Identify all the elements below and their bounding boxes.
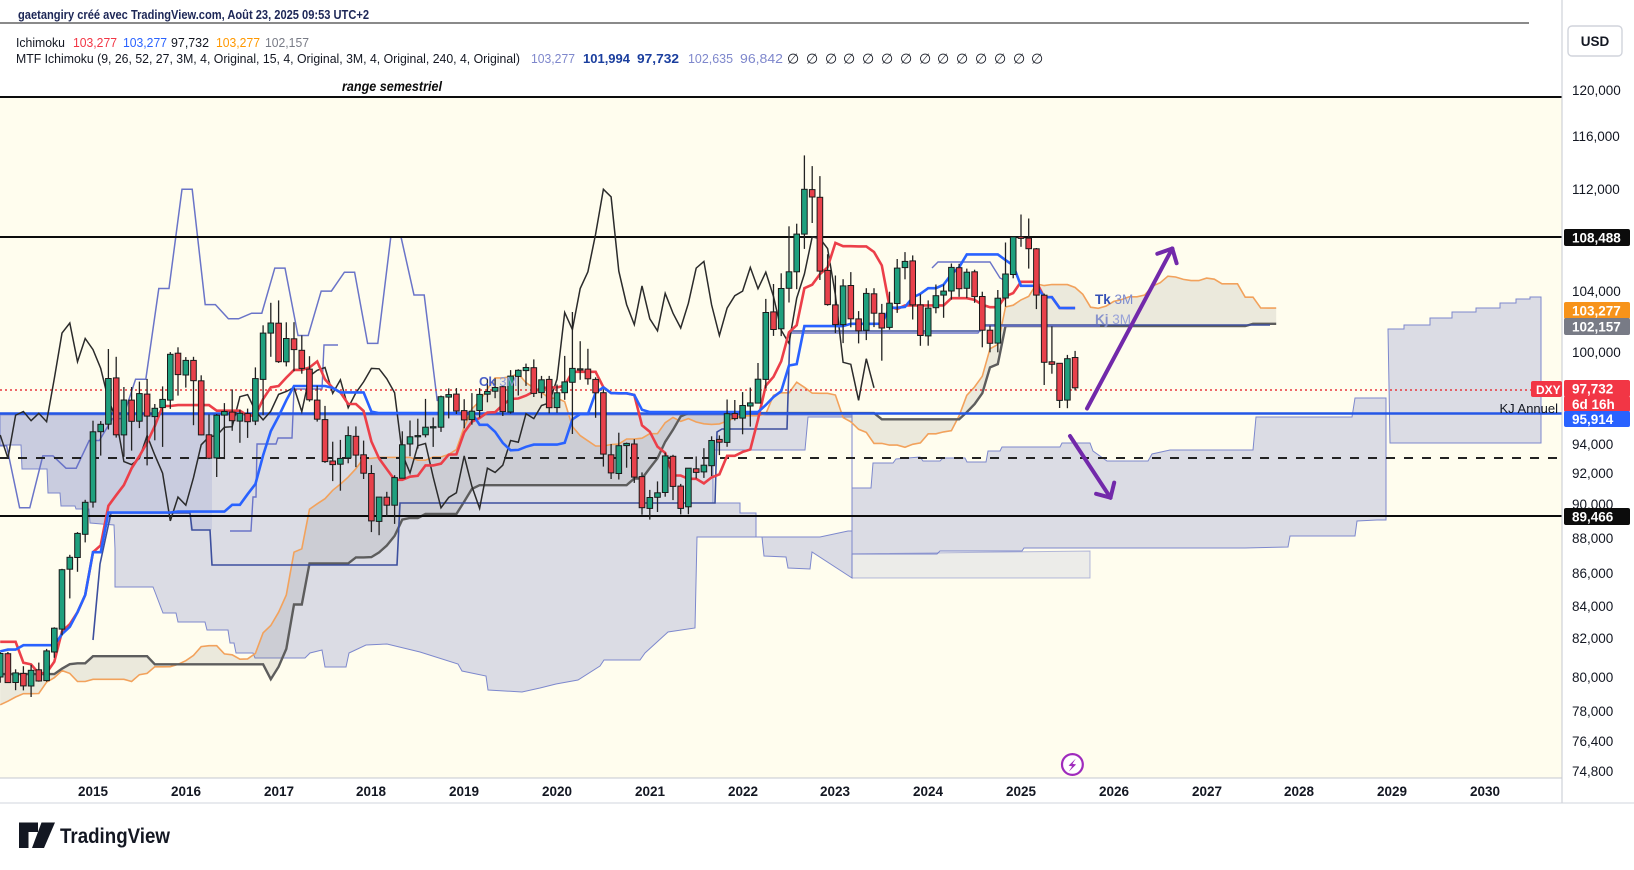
svg-text:2027: 2027 — [1192, 784, 1222, 799]
svg-text:TradingView: TradingView — [60, 824, 170, 848]
svg-text:103,277: 103,277 — [1572, 304, 1621, 319]
svg-text:2024: 2024 — [913, 784, 944, 799]
svg-text:84,000: 84,000 — [1572, 599, 1613, 614]
svg-text:2030: 2030 — [1470, 784, 1500, 799]
svg-text:120,000: 120,000 — [1572, 83, 1621, 98]
svg-text:2016: 2016 — [171, 784, 202, 799]
svg-text:74,800: 74,800 — [1572, 764, 1613, 779]
svg-text:103,277: 103,277 — [216, 35, 260, 50]
svg-text:∅∅∅∅∅∅∅∅∅∅∅∅∅∅: ∅ ∅ ∅ ∅ ∅ ∅ ∅ ∅ ∅ ∅ ∅ ∅ ∅ ∅ — [787, 51, 1043, 67]
svg-text:102,157: 102,157 — [1572, 320, 1621, 335]
svg-text:Ck 3M: Ck 3M — [479, 374, 517, 389]
svg-text:101,994: 101,994 — [583, 51, 631, 66]
svg-text:97,732: 97,732 — [1572, 382, 1613, 397]
svg-text:2019: 2019 — [449, 784, 479, 799]
svg-text:DXY: DXY — [1536, 383, 1561, 397]
svg-text:100,000: 100,000 — [1572, 345, 1621, 360]
svg-text:103,277: 103,277 — [123, 35, 167, 50]
svg-text:Ichimoku: Ichimoku — [16, 35, 65, 50]
svg-text:94,000: 94,000 — [1572, 437, 1613, 452]
svg-text:95,914: 95,914 — [1572, 412, 1614, 427]
svg-text:2029: 2029 — [1377, 784, 1407, 799]
svg-text:2021: 2021 — [635, 784, 666, 799]
svg-text:2018: 2018 — [356, 784, 387, 799]
svg-text:104,000: 104,000 — [1572, 284, 1621, 299]
svg-text:89,466: 89,466 — [1572, 510, 1614, 525]
svg-text:116,000: 116,000 — [1572, 129, 1620, 144]
svg-text:78,000: 78,000 — [1572, 704, 1613, 719]
svg-text:USD: USD — [1581, 34, 1610, 49]
svg-text:KJ Annuel: KJ Annuel — [1499, 401, 1558, 416]
svg-text:102,635: 102,635 — [688, 51, 733, 66]
svg-text:102,157: 102,157 — [265, 35, 309, 50]
svg-text:Kj 3M: Kj 3M — [1095, 312, 1131, 327]
svg-text:2025: 2025 — [1006, 784, 1037, 799]
svg-text:2022: 2022 — [728, 784, 758, 799]
svg-text:97,732: 97,732 — [637, 51, 679, 66]
svg-text:gaetangiry créé avec TradingVi: gaetangiry créé avec TradingView.com, Ao… — [18, 7, 369, 22]
svg-text:MTF Ichimoku (9, 26, 52, 27, 3: MTF Ichimoku (9, 26, 52, 27, 3M, 4, Orig… — [16, 51, 520, 66]
svg-text:2015: 2015 — [78, 784, 109, 799]
svg-text:2026: 2026 — [1099, 784, 1130, 799]
svg-text:Tk 3M: Tk 3M — [1095, 292, 1133, 307]
svg-text:82,000: 82,000 — [1572, 631, 1613, 646]
svg-text:103,277: 103,277 — [531, 51, 575, 66]
svg-text:88,000: 88,000 — [1572, 531, 1613, 546]
svg-text:108,488: 108,488 — [1572, 231, 1621, 246]
svg-text:2017: 2017 — [264, 784, 294, 799]
svg-text:86,000: 86,000 — [1572, 566, 1613, 581]
svg-text:2028: 2028 — [1284, 784, 1315, 799]
svg-text:92,000: 92,000 — [1572, 466, 1613, 481]
svg-text:80,000: 80,000 — [1572, 670, 1613, 685]
svg-text:2023: 2023 — [820, 784, 851, 799]
svg-text:2020: 2020 — [542, 784, 572, 799]
svg-text:range semestriel: range semestriel — [342, 79, 442, 94]
svg-text:6d 16h: 6d 16h — [1572, 397, 1615, 412]
svg-text:103,277: 103,277 — [73, 35, 117, 50]
svg-text:97,732: 97,732 — [171, 35, 209, 50]
svg-text:96,842: 96,842 — [740, 51, 783, 66]
svg-text:76,400: 76,400 — [1572, 734, 1613, 749]
svg-text:112,000: 112,000 — [1572, 182, 1620, 197]
